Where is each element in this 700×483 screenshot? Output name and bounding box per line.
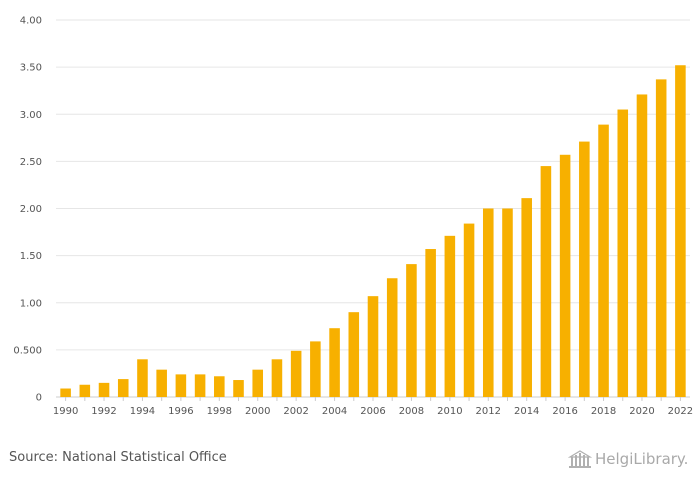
y-tick-label: 1.50 [20, 251, 42, 262]
x-tick-label: 1998 [207, 406, 232, 417]
bar-2018 [598, 124, 609, 398]
y-tick-label: 4.00 [20, 16, 42, 27]
bar-2007 [386, 278, 398, 397]
bar-2008 [406, 264, 417, 397]
bar-2010 [444, 235, 456, 397]
logo-text: HelgiLibrary. [595, 450, 689, 468]
bar-1996 [175, 374, 187, 397]
bar-2013 [502, 208, 513, 397]
y-tick-label: 0.500 [13, 345, 42, 356]
bar-2000 [252, 369, 264, 397]
x-tick-label: 2006 [360, 406, 385, 417]
x-tick-label: 2008 [399, 406, 424, 417]
bar-1995 [156, 369, 167, 397]
x-tick-label: 2010 [437, 406, 462, 417]
x-tick-label: 2014 [514, 406, 539, 417]
bar-1990 [60, 388, 71, 397]
bar-2017 [579, 141, 590, 397]
bar-2004 [329, 328, 340, 397]
gridlines [56, 19, 690, 398]
bar-2002 [290, 350, 302, 397]
source-note: Source: National Statistical Office [9, 450, 227, 465]
helgi-library-logo: HelgiLibrary. [568, 446, 688, 472]
bar-2015 [540, 166, 552, 397]
library-building-icon [568, 450, 592, 468]
bar-2016 [559, 154, 571, 397]
x-tick-label: 2016 [552, 406, 577, 417]
y-axis-ticks: 0 0.500 1.00 1.50 2.00 2.50 3.00 3.50 4.00 [13, 16, 42, 404]
x-tick-label: 2012 [476, 406, 501, 417]
bar-2021 [655, 79, 667, 397]
bar-2020 [636, 94, 648, 398]
y-tick-label: 0 [36, 393, 42, 404]
bars [60, 65, 686, 398]
x-tick-label: 2000 [245, 406, 270, 417]
y-tick-label: 3.00 [20, 110, 42, 121]
bar-1997 [194, 374, 206, 397]
bar-1998 [214, 376, 225, 397]
x-tick-label: 2004 [322, 406, 347, 417]
bar-1993 [117, 379, 129, 397]
x-tick-label: 1992 [91, 406, 116, 417]
x-axis-ticks: 1990 1992 1994 1996 1998 2000 2002 2004 2006 2008… [53, 397, 693, 417]
x-tick-label: 2022 [668, 406, 693, 417]
y-tick-label: 2.50 [20, 157, 42, 168]
bar-1994 [137, 359, 148, 397]
bar-1992 [98, 382, 110, 397]
bar-2003 [310, 341, 321, 397]
bar-1991 [79, 384, 91, 397]
bar-2009 [425, 249, 436, 397]
bar-2012 [482, 208, 494, 397]
x-tick-label: 1990 [53, 406, 78, 417]
x-tick-label: 2020 [629, 406, 654, 417]
bar-2005 [348, 312, 360, 397]
x-tick-label: 1994 [130, 406, 155, 417]
x-tick-label: 1996 [168, 406, 193, 417]
y-tick-label: 2.00 [20, 204, 42, 215]
x-tick-label: 2002 [283, 406, 308, 417]
bar-2022 [675, 65, 686, 398]
bar-2014 [521, 198, 532, 397]
bar-2006 [367, 296, 379, 397]
bar-1999 [233, 380, 244, 397]
y-tick-label: 3.50 [20, 63, 42, 74]
bar-2019 [617, 109, 629, 397]
x-tick-label: 2018 [591, 406, 616, 417]
bar-2011 [463, 223, 475, 397]
bar-2001 [271, 359, 283, 397]
y-tick-label: 1.00 [20, 298, 42, 309]
